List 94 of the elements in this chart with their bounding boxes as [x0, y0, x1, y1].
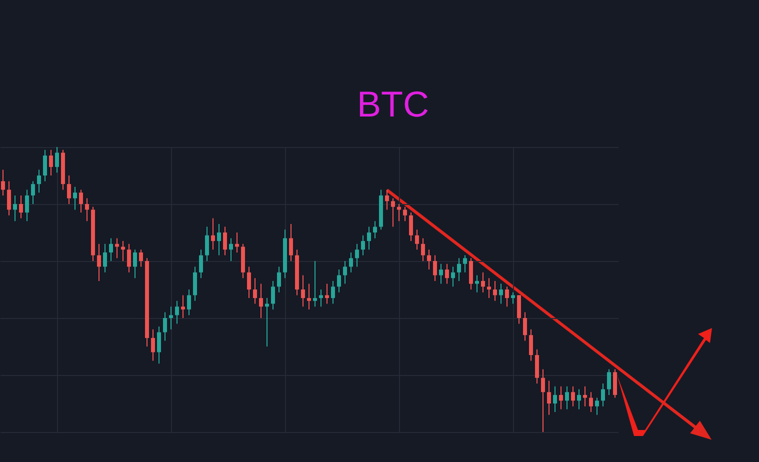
candlestick [7, 180, 11, 216]
candlestick [613, 368, 617, 398]
candlestick [493, 280, 497, 302]
candlestick [133, 249, 137, 279]
candlestick [601, 383, 605, 407]
candlestick [583, 386, 587, 407]
candlestick [13, 194, 17, 222]
candlestick [127, 243, 131, 273]
candlestick [319, 289, 323, 308]
candlestick [175, 300, 179, 324]
candlestick [247, 266, 251, 299]
candlestick [307, 283, 311, 310]
candlestick [97, 243, 101, 282]
candlestick [259, 283, 263, 318]
candlestick [157, 326, 161, 364]
candlestick [517, 294, 521, 324]
candlestick [559, 386, 563, 410]
candlestick [523, 312, 527, 342]
candlestick [181, 294, 185, 318]
candlestick [565, 386, 569, 410]
candlestick [19, 194, 23, 219]
candlestick [253, 278, 257, 304]
candlestick [79, 189, 83, 214]
candlestick [103, 243, 107, 273]
candlestick [499, 283, 503, 304]
candlestick [343, 260, 347, 284]
candlestick [115, 238, 119, 259]
candlestick [217, 223, 221, 256]
candlestick [481, 272, 485, 293]
candlestick [511, 292, 515, 304]
candlestick [445, 263, 449, 284]
candlestick [49, 149, 53, 176]
candlestick [31, 180, 35, 204]
candlestick [55, 146, 59, 174]
candlestick [385, 189, 389, 210]
candlestick [415, 229, 419, 250]
candlestick [235, 232, 239, 253]
candlestick [139, 249, 143, 268]
candlestick [487, 278, 491, 299]
candlestick [595, 397, 599, 416]
candlestick [43, 149, 47, 182]
candlestick [67, 175, 71, 204]
candlestick [229, 238, 233, 262]
candlestick [373, 220, 377, 239]
candlestick [73, 186, 77, 210]
candlestick [325, 283, 329, 304]
candlestick [589, 392, 593, 413]
candlestick [403, 206, 407, 222]
candlestick [337, 269, 341, 293]
candlestick [439, 263, 443, 284]
candlestick [277, 266, 281, 293]
candlestick [451, 266, 455, 288]
candlestick [505, 286, 509, 308]
candlestick [205, 226, 209, 262]
candlestick [289, 223, 293, 262]
candlestick [151, 328, 155, 362]
candlestick [169, 306, 173, 330]
candlestick [475, 274, 479, 293]
candlestick [607, 368, 611, 396]
candlestick [85, 198, 89, 222]
candlestick [547, 380, 551, 416]
candlestick [463, 254, 467, 273]
candlestick [109, 238, 113, 262]
chart-title: BTC [357, 84, 429, 124]
candlestick [25, 189, 29, 222]
candlestick [301, 274, 305, 308]
candlestick [349, 252, 353, 273]
candlestick [541, 368, 545, 432]
candlestick [361, 234, 365, 256]
candlestick [457, 258, 461, 282]
candlestick [313, 260, 317, 308]
candlestick [331, 280, 335, 304]
candlestick [571, 386, 575, 407]
candlestick [367, 226, 371, 250]
candlestick [433, 254, 437, 282]
candlestick [187, 289, 191, 316]
candlestick [211, 218, 215, 250]
candlestick [409, 212, 413, 242]
candlestick [1, 169, 5, 196]
candlestick [271, 280, 275, 310]
candlestick [577, 388, 581, 410]
candlestick [529, 328, 533, 362]
candlestick [535, 348, 539, 384]
candlestick [223, 226, 227, 256]
candlestick [193, 266, 197, 302]
candlestick [469, 258, 473, 290]
candlestick [199, 249, 203, 279]
candlestick [427, 249, 431, 270]
candlestick [163, 312, 167, 342]
candlestick [355, 243, 359, 268]
candlestick [391, 198, 395, 228]
candlestick [553, 386, 557, 413]
candlestick [421, 238, 425, 262]
candlestick [37, 169, 41, 194]
